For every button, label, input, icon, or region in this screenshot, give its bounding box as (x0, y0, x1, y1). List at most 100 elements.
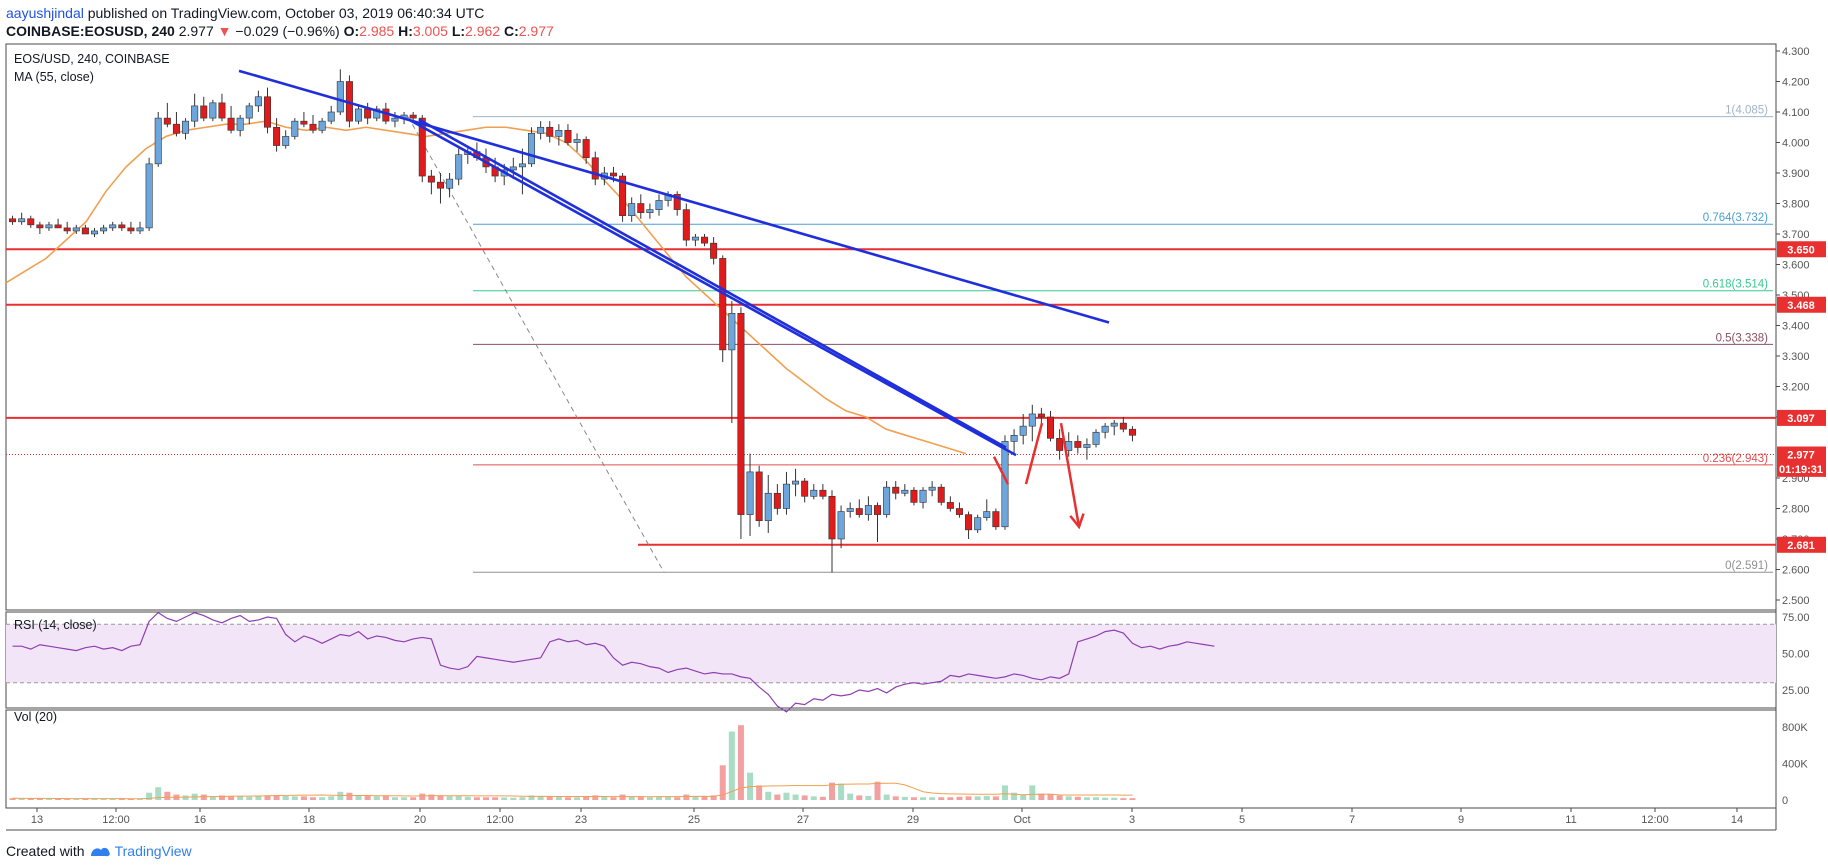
candle-body (1037, 413, 1045, 418)
volume-bar (983, 795, 990, 800)
price-tag-box (1777, 446, 1826, 463)
candle-body (782, 483, 790, 509)
candle-body (846, 508, 854, 512)
volume-bar (73, 798, 80, 800)
volume-bar (564, 797, 571, 800)
candle-body (182, 120, 190, 134)
chart-header: aayushjindal published on TradingView.co… (6, 4, 554, 40)
volume-bar (64, 799, 71, 800)
candle-body (263, 96, 271, 128)
volume-bar (801, 795, 808, 800)
tradingview-brand[interactable]: TradingView (114, 843, 192, 859)
volume-bar (483, 797, 490, 800)
volume-bar (701, 795, 708, 800)
price-tag-label: 3.097 (1787, 413, 1815, 425)
volume-bar (510, 797, 517, 800)
candle-body (373, 108, 381, 119)
volume-bar (519, 797, 526, 800)
volume-bar (1029, 785, 1036, 800)
time-tick-label: 12:00 (486, 814, 514, 826)
candle-body (928, 486, 936, 491)
candle-body (409, 114, 417, 119)
candle-body (764, 492, 772, 522)
projection-arrow-line (992, 456, 1010, 485)
volume-bar (838, 783, 845, 800)
volume-bar (765, 791, 772, 800)
volume-bar (674, 797, 681, 800)
candle-body (1110, 422, 1118, 427)
candle-body (90, 230, 98, 235)
volume-bar (100, 798, 107, 800)
volume-bar (200, 794, 207, 800)
volume-bar (920, 797, 927, 800)
price-tick-label: 4.200 (1782, 77, 1810, 89)
candle-body (27, 218, 35, 226)
candle-body (1028, 413, 1036, 427)
candle-body (9, 218, 17, 223)
volume-bar (218, 795, 225, 800)
time-tick-label: 9 (1458, 814, 1464, 826)
candle-body (364, 108, 372, 119)
rsi-line (12, 611, 1215, 713)
candle-body (163, 117, 171, 125)
volume-bar (473, 797, 480, 800)
volume-bar (55, 798, 62, 800)
volume-bar (1020, 794, 1027, 800)
candle-body (974, 517, 982, 531)
volume-bar (137, 798, 144, 800)
volume-bar (665, 796, 672, 800)
candle-body (1101, 425, 1109, 433)
candle-body (291, 120, 299, 137)
volume-ma-line (12, 782, 1133, 800)
price-tag-box (1777, 241, 1826, 258)
fib-retracement-diagonal (407, 116, 665, 573)
volume-bar (874, 781, 881, 800)
volume-bar (783, 792, 790, 800)
rsi-band (6, 624, 1776, 683)
close-label: C: (503, 23, 519, 39)
volume-bar (419, 793, 426, 800)
low-value: 2.962 (465, 23, 501, 39)
volume-bar (1074, 796, 1081, 800)
price-tick-label: 3.600 (1782, 260, 1810, 272)
volume-bar (127, 798, 134, 800)
volume-bar (319, 797, 326, 800)
volume-bar (255, 796, 262, 800)
rsi-legend: RSI (14, close) (14, 618, 97, 632)
time-tick-label: 13 (31, 814, 43, 826)
candle-body (1119, 422, 1127, 430)
volume-bar (464, 796, 471, 800)
candle-body (609, 172, 617, 177)
volume-bar (45, 798, 52, 800)
volume-legend: Vol (20) (14, 710, 58, 724)
candle-body (45, 224, 53, 229)
volume-bar (428, 794, 435, 800)
volume-bar (1111, 797, 1118, 800)
author-name[interactable]: aayushjindal (6, 5, 84, 21)
open-value: 2.985 (359, 23, 395, 39)
volume-bar (1047, 794, 1054, 800)
fib-level-label: 0.764(3.732) (1703, 212, 1768, 224)
price-tag-label: 3.468 (1787, 300, 1815, 312)
candle-body (1019, 425, 1027, 436)
candle-body (573, 139, 581, 143)
symbol-line: COINBASE:EOSUSD, 240 (6, 23, 175, 39)
candle-body (54, 224, 62, 229)
candle-body (655, 200, 663, 210)
projection-arrow-line (1059, 422, 1081, 528)
candle-body (72, 227, 80, 232)
volume-bar (1083, 797, 1090, 800)
candle-body (591, 157, 599, 180)
price-tag-label: 01:19:31 (1779, 464, 1823, 476)
fib-level-label: 0(2.591) (1725, 560, 1768, 572)
candle-body (837, 511, 845, 540)
time-tick-label: 5 (1239, 814, 1245, 826)
candle-body (191, 105, 199, 122)
volume-bar (164, 791, 171, 800)
candle-body (773, 492, 781, 509)
volume-bar (264, 795, 271, 800)
volume-bar (1120, 798, 1127, 800)
volume-bar (501, 797, 508, 800)
volume-bar (847, 793, 854, 800)
